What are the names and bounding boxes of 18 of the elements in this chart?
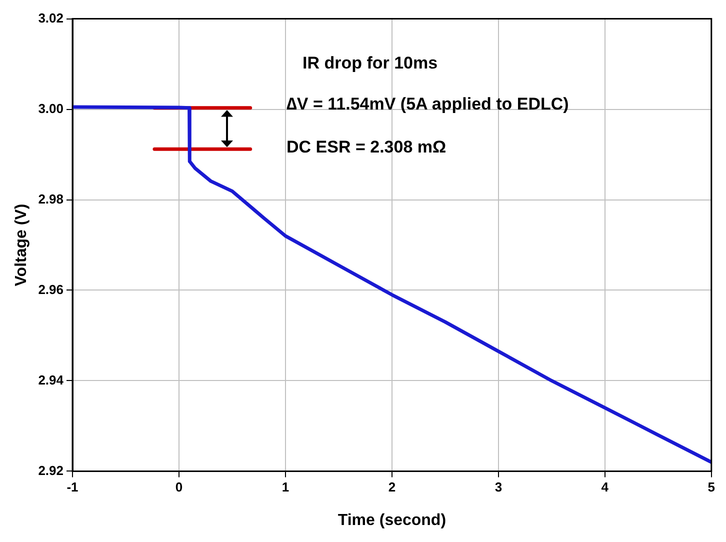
y-tick-label: 2.92	[38, 462, 64, 478]
y-tick-label: 2.94	[38, 372, 64, 388]
x-tick-label: 0	[175, 480, 183, 495]
x-tick-label: 1	[282, 480, 290, 495]
y-tick-label: 3.00	[38, 100, 64, 116]
x-tick-label: 2	[388, 480, 396, 495]
annotation: IR drop for 10ms	[302, 54, 438, 73]
y-axis-title: Voltage (V)	[13, 204, 30, 286]
y-tick-label: 2.98	[38, 191, 64, 206]
annotation: DC ESR = 2.308 mΩ	[286, 137, 446, 156]
x-tick-label: -1	[66, 480, 78, 495]
x-tick-label: 3	[494, 480, 502, 495]
x-axis-title: Time (second)	[338, 512, 446, 529]
y-tick-label: 2.96	[38, 282, 64, 297]
annotation: ∆V = 11.54mV (5A applied to EDLC)	[286, 94, 569, 114]
y-tick-label: 3.02	[38, 10, 64, 26]
x-tick-label: 5	[708, 480, 715, 495]
x-tick-label: 4	[601, 480, 610, 495]
